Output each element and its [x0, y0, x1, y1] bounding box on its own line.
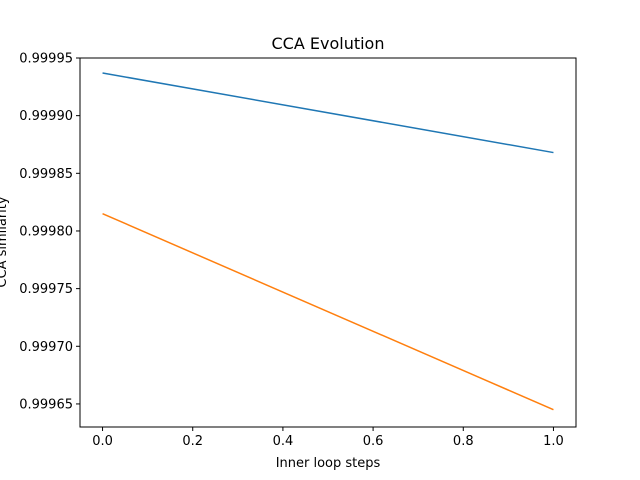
y-tick-label: 0.99990 — [19, 109, 73, 124]
y-tick-label: 0.99980 — [19, 224, 73, 239]
y-axis-label: CCA similarity — [0, 196, 10, 287]
y-tick-label: 0.99970 — [19, 340, 73, 355]
x-tick-label: 0.2 — [182, 434, 203, 449]
x-tick-label: 0.0 — [92, 434, 113, 449]
plot-background — [80, 58, 576, 427]
y-tick-label: 0.99995 — [19, 52, 73, 67]
series-layer — [102, 72, 554, 411]
y-tick-label: 0.99975 — [19, 282, 73, 297]
series-line-1 — [102, 72, 554, 154]
x-axis-ticks: 0.0 0.2 0.4 0.6 0.8 1.0 — [92, 427, 564, 449]
series-line-2 — [102, 212, 554, 411]
x-tick-label: 0.8 — [453, 434, 474, 449]
x-tick-label: 1.0 — [543, 434, 564, 449]
x-axis-label: Inner loop steps — [276, 456, 381, 471]
chart-title: CCA Evolution — [272, 34, 385, 53]
y-tick-label: 0.99985 — [19, 167, 73, 182]
y-tick-label: 0.99965 — [19, 397, 73, 412]
plot-frame — [79, 57, 577, 428]
x-tick-label: 0.6 — [363, 434, 384, 449]
y-axis-ticks: 0.99965 0.99970 0.99975 0.99980 0.99985 0.999… — [19, 52, 80, 412]
x-tick-label: 0.4 — [273, 434, 294, 449]
